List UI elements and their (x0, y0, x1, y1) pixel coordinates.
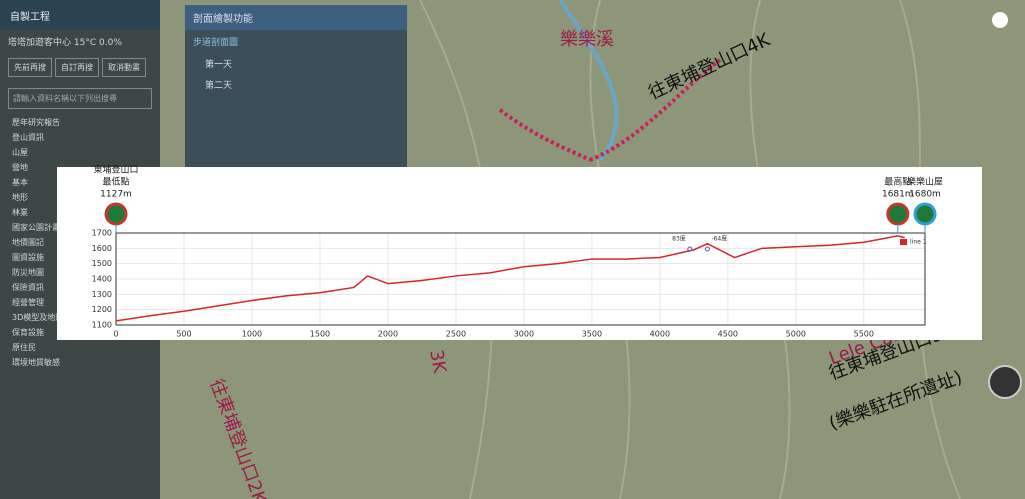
chart-box (57, 167, 982, 340)
x-tick-label: 1500 (310, 330, 330, 339)
page: 樂樂溪往東埔登山口4K往東埔登山口5.8(樂樂駐在所遺址)Lele Cabin往… (0, 0, 1025, 499)
x-tick-label: 3500 (582, 330, 602, 339)
x-tick-label: 2500 (446, 330, 466, 339)
marker-icon (888, 204, 908, 224)
x-tick-label: 4500 (718, 330, 738, 339)
y-tick-label: 1100 (92, 321, 112, 330)
marker-icon (106, 204, 126, 224)
marker-label: 1127m (100, 190, 132, 200)
y-tick-label: 1500 (92, 259, 112, 268)
marker-label: 樂樂山屋 (907, 176, 943, 188)
x-tick-label: 5500 (854, 330, 874, 339)
marker-label: 1680m (909, 190, 941, 200)
y-tick-label: 1600 (92, 244, 112, 253)
x-tick-label: 3000 (514, 330, 534, 339)
x-tick-label: 2000 (378, 330, 398, 339)
annotation-label: 83度 (672, 235, 686, 243)
x-tick-label: 5000 (786, 330, 806, 339)
marker-icon (915, 204, 935, 224)
y-tick-label: 1700 (92, 229, 112, 238)
y-tick-label: 1200 (92, 305, 112, 314)
legend-label: line 1 (910, 239, 927, 246)
y-tick-label: 1400 (92, 275, 112, 284)
y-tick-label: 1300 (92, 290, 112, 299)
x-tick-label: 1000 (242, 330, 262, 339)
chart-overlay: 1100 1200 1300 1400 1500 1600 1700 0 500 1000 1500… (0, 0, 1025, 499)
x-tick-label: 4000 (650, 330, 670, 339)
annotation-label: -64度 (711, 235, 727, 243)
marker-label: 東埔登山口 (93, 164, 138, 176)
x-tick-label: 500 (176, 330, 191, 339)
marker-label: 最低點 (102, 176, 129, 188)
x-tick-label: 0 (113, 330, 118, 339)
legend-swatch (900, 239, 907, 245)
